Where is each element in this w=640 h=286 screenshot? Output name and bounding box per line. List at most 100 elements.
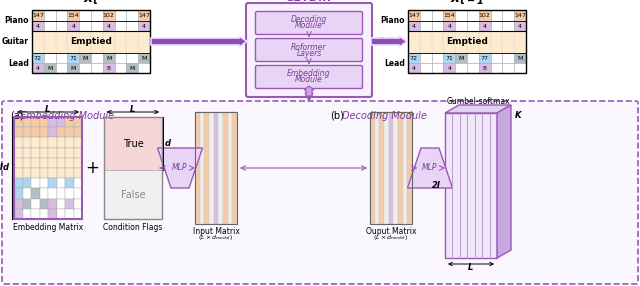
Bar xyxy=(408,31,526,53)
Bar xyxy=(479,21,491,31)
Bar xyxy=(214,112,218,224)
Bar xyxy=(115,10,127,21)
Bar xyxy=(56,158,65,168)
Bar xyxy=(209,112,214,224)
Bar xyxy=(455,21,467,31)
Text: 4: 4 xyxy=(71,23,76,29)
Bar xyxy=(74,168,82,178)
Bar xyxy=(514,21,526,31)
Bar xyxy=(228,112,232,224)
Text: 8: 8 xyxy=(483,65,486,71)
Bar xyxy=(444,63,455,73)
Text: M: M xyxy=(83,55,88,61)
Bar xyxy=(31,148,40,158)
Bar xyxy=(32,31,150,53)
Bar xyxy=(479,63,491,73)
Bar xyxy=(48,158,56,168)
Bar xyxy=(127,63,138,73)
Bar xyxy=(467,21,479,31)
Bar xyxy=(127,10,138,21)
Bar xyxy=(370,112,374,224)
Text: 2Id: 2Id xyxy=(0,164,10,172)
Bar xyxy=(40,127,48,137)
Bar xyxy=(67,21,79,31)
Bar xyxy=(420,63,431,73)
Polygon shape xyxy=(497,105,511,258)
Bar xyxy=(40,168,48,178)
Text: 147: 147 xyxy=(408,13,420,18)
Bar xyxy=(74,127,82,137)
Bar xyxy=(74,209,82,219)
Bar xyxy=(103,63,115,73)
Text: 4: 4 xyxy=(447,23,451,29)
Bar xyxy=(491,10,502,21)
Bar xyxy=(48,117,56,127)
Bar xyxy=(491,21,502,31)
Bar xyxy=(384,112,388,224)
Bar xyxy=(14,209,22,219)
Bar xyxy=(91,63,103,73)
Bar xyxy=(31,127,40,137)
Bar xyxy=(408,53,420,63)
Bar xyxy=(374,112,380,224)
Bar xyxy=(467,63,479,73)
Bar xyxy=(65,127,74,137)
Bar xyxy=(56,10,67,21)
Bar xyxy=(22,158,31,168)
Bar xyxy=(104,117,162,170)
Text: Layers: Layers xyxy=(296,49,322,57)
Bar xyxy=(445,113,497,258)
Bar xyxy=(104,170,162,219)
Text: True: True xyxy=(123,138,143,148)
Bar xyxy=(455,53,467,63)
Bar xyxy=(56,209,65,219)
Bar xyxy=(65,168,74,178)
Bar xyxy=(115,53,127,63)
Bar xyxy=(491,53,502,63)
Bar xyxy=(48,137,56,148)
Bar xyxy=(431,10,444,21)
FancyArrow shape xyxy=(151,36,247,47)
Bar xyxy=(74,198,82,209)
Text: 4: 4 xyxy=(447,65,451,71)
Bar xyxy=(91,53,103,63)
Bar xyxy=(56,53,67,63)
Text: 4: 4 xyxy=(36,23,40,29)
Text: 2I: 2I xyxy=(432,181,441,190)
Bar xyxy=(74,178,82,188)
Bar xyxy=(502,10,514,21)
Bar xyxy=(398,112,403,224)
Bar xyxy=(56,188,65,198)
Bar xyxy=(200,112,204,224)
Bar xyxy=(56,127,65,137)
Bar xyxy=(138,21,150,31)
Bar xyxy=(195,112,200,224)
Text: Lead: Lead xyxy=(384,59,405,67)
Bar xyxy=(407,112,412,224)
Bar xyxy=(40,188,48,198)
Bar xyxy=(32,21,44,31)
Bar xyxy=(65,198,74,209)
Bar xyxy=(104,117,162,219)
Text: (b): (b) xyxy=(330,111,344,121)
Text: Condition Flags: Condition Flags xyxy=(103,223,163,231)
Text: K: K xyxy=(515,110,522,120)
Bar xyxy=(40,117,48,127)
Bar xyxy=(502,21,514,31)
Text: Decoding: Decoding xyxy=(291,15,327,25)
Bar xyxy=(127,21,138,31)
Bar xyxy=(74,188,82,198)
Text: Embedding Module: Embedding Module xyxy=(20,111,114,121)
Text: ($L\times d_{model}$): ($L\times d_{model}$) xyxy=(198,233,234,241)
Bar xyxy=(48,198,56,209)
Bar xyxy=(408,21,420,31)
Bar xyxy=(67,63,79,73)
Bar xyxy=(431,21,444,31)
Bar xyxy=(67,53,79,63)
Bar xyxy=(467,53,479,63)
Bar xyxy=(65,148,74,158)
Bar xyxy=(22,148,31,158)
Bar xyxy=(32,63,44,73)
Bar xyxy=(44,21,56,31)
Text: False: False xyxy=(121,190,145,200)
